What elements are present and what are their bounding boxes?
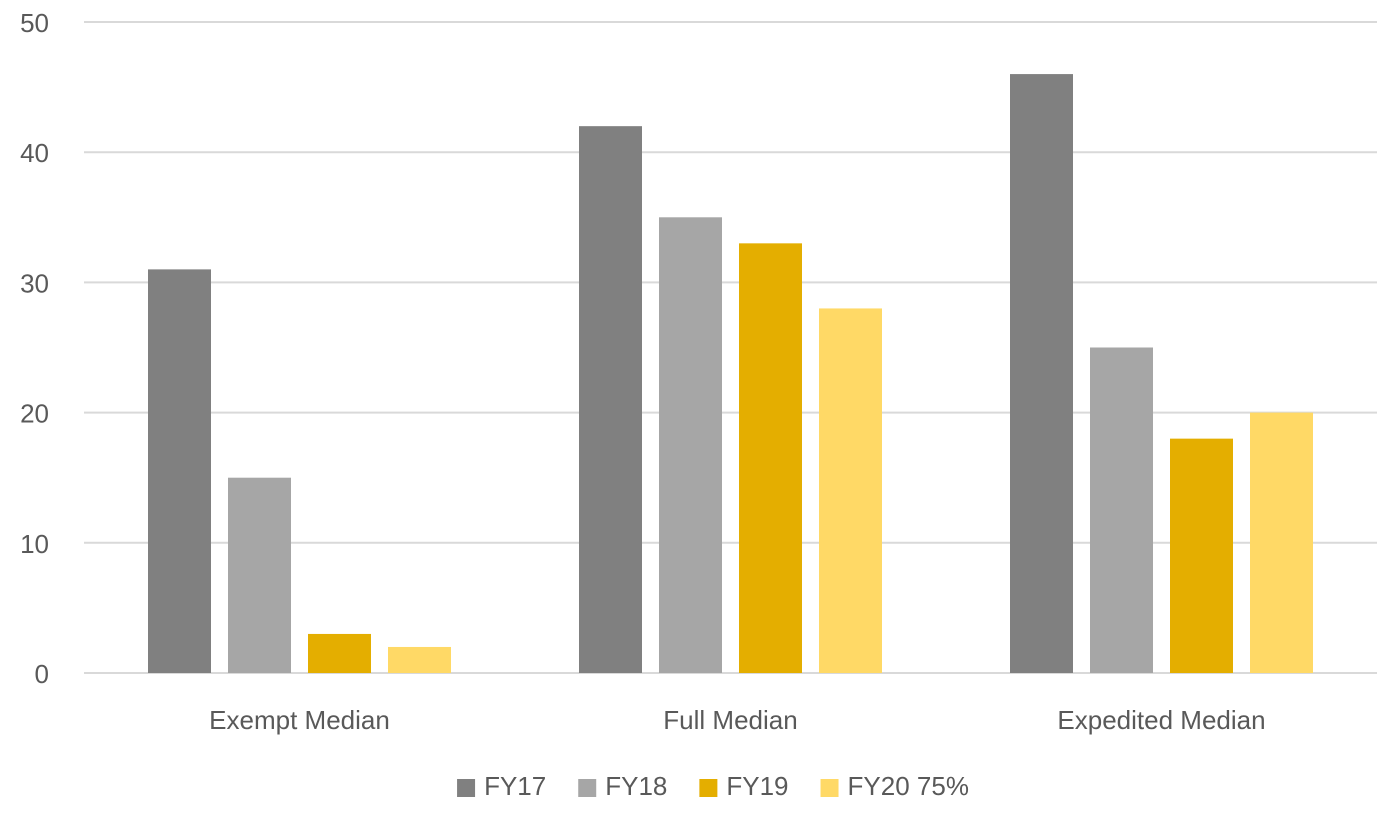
legend-item: FY20 75% — [820, 771, 969, 801]
bar-fy19-exempt-median — [308, 633, 371, 673]
legend-label: FY19 — [726, 771, 788, 801]
bar-fy20-75--expedited-median — [1250, 412, 1313, 673]
legend-label: FY17 — [484, 771, 546, 801]
legend-label: FY18 — [605, 771, 667, 801]
y-tick-label: 0 — [35, 659, 49, 689]
bar-fy18-full-median — [659, 217, 722, 674]
bar-fy20-75--full-median — [819, 308, 882, 673]
bar-fy18-exempt-median — [228, 477, 291, 673]
legend-item: FY18 — [578, 771, 667, 801]
x-category-label: Exempt Median — [209, 705, 390, 735]
x-category-label: Expedited Median — [1057, 705, 1265, 735]
y-axis-ticks: 0 10 20 30 40 50 — [20, 8, 49, 689]
x-category-label: Full Median — [663, 705, 797, 735]
y-tick-label: 40 — [20, 138, 49, 168]
legend-swatch — [457, 779, 476, 797]
bar-fy17-exempt-median — [148, 269, 211, 673]
legend-swatch — [820, 779, 839, 797]
legend-swatch — [699, 779, 718, 797]
y-tick-label: 30 — [20, 268, 49, 298]
bar-fy18-expedited-median — [1090, 347, 1153, 673]
x-axis-categories: Exempt Median Full Median Expedited Median — [209, 705, 1265, 735]
legend-item: FY17 — [457, 771, 546, 801]
bar-fy20-75--exempt-median — [388, 646, 451, 673]
legend-label: FY20 75% — [848, 771, 969, 801]
y-tick-label: 20 — [20, 399, 49, 429]
legend-swatch — [578, 779, 597, 797]
bar-fy19-full-median — [739, 243, 802, 673]
legend: FY17 FY18 FY19 FY20 75% — [457, 771, 969, 801]
y-tick-label: 50 — [20, 8, 49, 38]
legend-item: FY19 — [699, 771, 789, 801]
bar-fy17-full-median — [579, 126, 642, 673]
bars — [148, 74, 1313, 674]
bar-fy19-expedited-median — [1170, 438, 1233, 673]
bar-fy17-expedited-median — [1010, 74, 1073, 673]
y-tick-label: 10 — [20, 529, 49, 559]
gridlines — [84, 21, 1377, 674]
